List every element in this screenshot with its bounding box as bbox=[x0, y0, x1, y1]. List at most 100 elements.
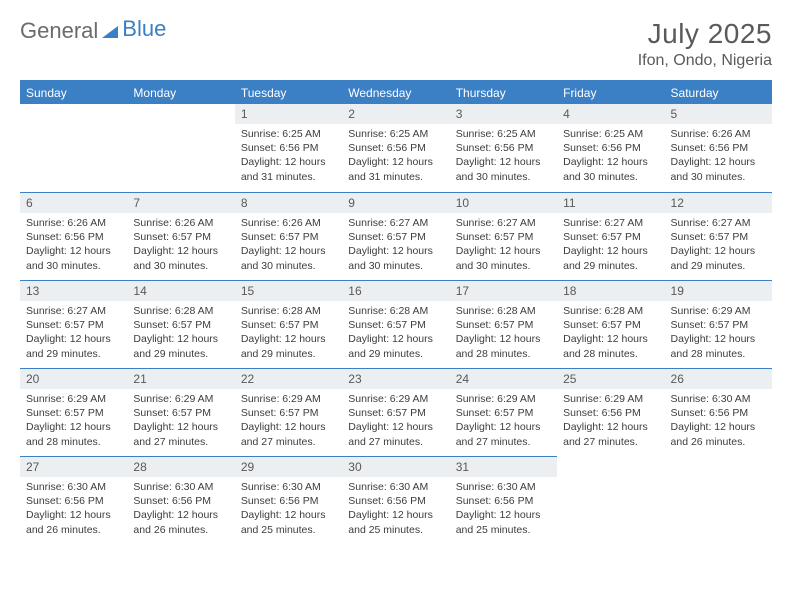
sunset-text: Sunset: 6:56 PM bbox=[26, 230, 121, 244]
daylight-text: Daylight: 12 hours bbox=[241, 332, 336, 346]
day-details: Sunrise: 6:30 AMSunset: 6:56 PMDaylight:… bbox=[450, 477, 557, 543]
daylight-text-2: and 30 minutes. bbox=[563, 170, 658, 184]
day-number: 14 bbox=[127, 280, 234, 301]
day-number: 18 bbox=[557, 280, 664, 301]
day-details: Sunrise: 6:29 AMSunset: 6:57 PMDaylight:… bbox=[20, 389, 127, 455]
daylight-text-2: and 30 minutes. bbox=[456, 170, 551, 184]
sunrise-text: Sunrise: 6:28 AM bbox=[563, 304, 658, 318]
sunrise-text: Sunrise: 6:29 AM bbox=[671, 304, 766, 318]
sunset-text: Sunset: 6:57 PM bbox=[348, 406, 443, 420]
sunrise-text: Sunrise: 6:26 AM bbox=[133, 216, 228, 230]
sunset-text: Sunset: 6:56 PM bbox=[26, 494, 121, 508]
daylight-text-2: and 30 minutes. bbox=[241, 259, 336, 273]
sunrise-text: Sunrise: 6:25 AM bbox=[348, 127, 443, 141]
sunrise-text: Sunrise: 6:28 AM bbox=[133, 304, 228, 318]
sunset-text: Sunset: 6:56 PM bbox=[241, 494, 336, 508]
weekday-header: Friday bbox=[557, 82, 664, 104]
day-details: Sunrise: 6:26 AMSunset: 6:57 PMDaylight:… bbox=[127, 213, 234, 279]
sunrise-text: Sunrise: 6:25 AM bbox=[241, 127, 336, 141]
daylight-text: Daylight: 12 hours bbox=[671, 332, 766, 346]
day-cell: 22Sunrise: 6:29 AMSunset: 6:57 PMDayligh… bbox=[235, 368, 342, 456]
day-cell: 17Sunrise: 6:28 AMSunset: 6:57 PMDayligh… bbox=[450, 280, 557, 368]
day-cell bbox=[665, 456, 772, 544]
day-number: 21 bbox=[127, 368, 234, 389]
week-row: 13Sunrise: 6:27 AMSunset: 6:57 PMDayligh… bbox=[20, 280, 772, 368]
daylight-text-2: and 27 minutes. bbox=[563, 435, 658, 449]
day-number: 16 bbox=[342, 280, 449, 301]
daylight-text: Daylight: 12 hours bbox=[133, 332, 228, 346]
daylight-text: Daylight: 12 hours bbox=[348, 244, 443, 258]
weekday-header: Saturday bbox=[665, 82, 772, 104]
sunset-text: Sunset: 6:57 PM bbox=[563, 230, 658, 244]
sunrise-text: Sunrise: 6:26 AM bbox=[26, 216, 121, 230]
day-number: 30 bbox=[342, 456, 449, 477]
daylight-text-2: and 29 minutes. bbox=[348, 347, 443, 361]
daylight-text-2: and 31 minutes. bbox=[241, 170, 336, 184]
day-details: Sunrise: 6:29 AMSunset: 6:56 PMDaylight:… bbox=[557, 389, 664, 455]
day-cell bbox=[557, 456, 664, 544]
sunrise-text: Sunrise: 6:26 AM bbox=[241, 216, 336, 230]
day-cell: 28Sunrise: 6:30 AMSunset: 6:56 PMDayligh… bbox=[127, 456, 234, 544]
day-details: Sunrise: 6:28 AMSunset: 6:57 PMDaylight:… bbox=[235, 301, 342, 367]
sunset-text: Sunset: 6:57 PM bbox=[241, 406, 336, 420]
daylight-text-2: and 29 minutes. bbox=[241, 347, 336, 361]
daylight-text: Daylight: 12 hours bbox=[456, 508, 551, 522]
daylight-text: Daylight: 12 hours bbox=[26, 508, 121, 522]
daylight-text-2: and 28 minutes. bbox=[671, 347, 766, 361]
day-cell: 23Sunrise: 6:29 AMSunset: 6:57 PMDayligh… bbox=[342, 368, 449, 456]
day-number: 7 bbox=[127, 192, 234, 213]
sunrise-text: Sunrise: 6:26 AM bbox=[671, 127, 766, 141]
brand-logo: General Blue bbox=[20, 18, 166, 44]
day-cell: 31Sunrise: 6:30 AMSunset: 6:56 PMDayligh… bbox=[450, 456, 557, 544]
day-number: 12 bbox=[665, 192, 772, 213]
day-number: 25 bbox=[557, 368, 664, 389]
daylight-text-2: and 26 minutes. bbox=[671, 435, 766, 449]
day-number: 26 bbox=[665, 368, 772, 389]
sunset-text: Sunset: 6:57 PM bbox=[133, 318, 228, 332]
sunset-text: Sunset: 6:57 PM bbox=[456, 318, 551, 332]
day-details: Sunrise: 6:29 AMSunset: 6:57 PMDaylight:… bbox=[127, 389, 234, 455]
day-number: 15 bbox=[235, 280, 342, 301]
day-number: 11 bbox=[557, 192, 664, 213]
sunset-text: Sunset: 6:57 PM bbox=[133, 230, 228, 244]
day-number: 31 bbox=[450, 456, 557, 477]
day-details: Sunrise: 6:27 AMSunset: 6:57 PMDaylight:… bbox=[342, 213, 449, 279]
daylight-text-2: and 29 minutes. bbox=[563, 259, 658, 273]
brand-part1: General bbox=[20, 18, 98, 44]
daylight-text: Daylight: 12 hours bbox=[241, 508, 336, 522]
day-details: Sunrise: 6:29 AMSunset: 6:57 PMDaylight:… bbox=[450, 389, 557, 455]
sunset-text: Sunset: 6:57 PM bbox=[671, 318, 766, 332]
daylight-text: Daylight: 12 hours bbox=[456, 244, 551, 258]
sunrise-text: Sunrise: 6:27 AM bbox=[456, 216, 551, 230]
sunset-text: Sunset: 6:57 PM bbox=[456, 406, 551, 420]
day-cell: 20Sunrise: 6:29 AMSunset: 6:57 PMDayligh… bbox=[20, 368, 127, 456]
weekday-header: Sunday bbox=[20, 82, 127, 104]
day-details: Sunrise: 6:26 AMSunset: 6:56 PMDaylight:… bbox=[20, 213, 127, 279]
daylight-text: Daylight: 12 hours bbox=[563, 332, 658, 346]
day-cell: 15Sunrise: 6:28 AMSunset: 6:57 PMDayligh… bbox=[235, 280, 342, 368]
day-details: Sunrise: 6:28 AMSunset: 6:57 PMDaylight:… bbox=[450, 301, 557, 367]
daylight-text: Daylight: 12 hours bbox=[671, 420, 766, 434]
day-number: 13 bbox=[20, 280, 127, 301]
daylight-text-2: and 29 minutes. bbox=[26, 347, 121, 361]
sunrise-text: Sunrise: 6:27 AM bbox=[671, 216, 766, 230]
daylight-text: Daylight: 12 hours bbox=[563, 420, 658, 434]
day-number: 5 bbox=[665, 104, 772, 124]
day-cell: 8Sunrise: 6:26 AMSunset: 6:57 PMDaylight… bbox=[235, 192, 342, 280]
day-cell: 27Sunrise: 6:30 AMSunset: 6:56 PMDayligh… bbox=[20, 456, 127, 544]
day-cell: 6Sunrise: 6:26 AMSunset: 6:56 PMDaylight… bbox=[20, 192, 127, 280]
day-details: Sunrise: 6:25 AMSunset: 6:56 PMDaylight:… bbox=[235, 124, 342, 190]
day-cell: 2Sunrise: 6:25 AMSunset: 6:56 PMDaylight… bbox=[342, 104, 449, 192]
sunrise-text: Sunrise: 6:27 AM bbox=[563, 216, 658, 230]
daylight-text-2: and 27 minutes. bbox=[241, 435, 336, 449]
sunset-text: Sunset: 6:57 PM bbox=[241, 230, 336, 244]
sunset-text: Sunset: 6:57 PM bbox=[671, 230, 766, 244]
day-details: Sunrise: 6:28 AMSunset: 6:57 PMDaylight:… bbox=[342, 301, 449, 367]
day-cell bbox=[20, 104, 127, 192]
sunrise-text: Sunrise: 6:25 AM bbox=[456, 127, 551, 141]
daylight-text: Daylight: 12 hours bbox=[456, 332, 551, 346]
day-number: 24 bbox=[450, 368, 557, 389]
day-number: 6 bbox=[20, 192, 127, 213]
day-details: Sunrise: 6:30 AMSunset: 6:56 PMDaylight:… bbox=[127, 477, 234, 543]
day-number: 27 bbox=[20, 456, 127, 477]
